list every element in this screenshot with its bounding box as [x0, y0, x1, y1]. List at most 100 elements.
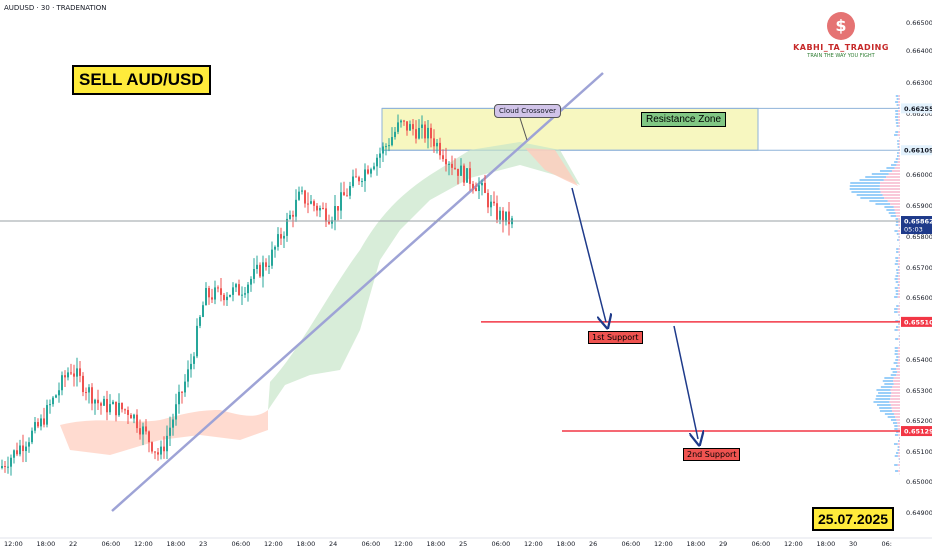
volume-bar-blue — [897, 266, 900, 268]
candle-body — [82, 375, 84, 393]
candle-body — [73, 373, 75, 377]
candle-body — [7, 466, 9, 468]
volume-bar-pink — [899, 107, 900, 109]
volume-bar-blue — [895, 221, 899, 223]
volume-bar-blue — [890, 419, 897, 421]
volume-bar-pink — [899, 284, 900, 286]
candle-body — [142, 426, 144, 435]
volume-bar-pink — [898, 98, 900, 100]
ichimoku-cloud-red — [60, 410, 268, 455]
volume-bar-pink — [898, 431, 900, 433]
price-tag-bg — [901, 316, 932, 327]
candle-body — [322, 207, 324, 209]
candle-body — [313, 201, 315, 206]
candle-body — [400, 120, 402, 123]
candle-body — [187, 369, 189, 382]
candle-body — [349, 186, 351, 196]
volume-bar-blue — [892, 371, 898, 373]
candle-body — [46, 405, 48, 425]
volume-bar-pink — [898, 155, 900, 157]
volume-bar-pink — [893, 380, 900, 382]
volume-bar-blue — [894, 308, 898, 310]
candle-body — [385, 146, 387, 148]
brand-tagline: TRAIN THE WAY YOU FIGHT — [807, 53, 875, 59]
volume-bar-pink — [880, 191, 900, 193]
volume-bar-blue — [890, 368, 897, 370]
volume-bar-pink — [898, 158, 900, 160]
volume-bar-blue — [895, 122, 899, 124]
brand-logo: $ KABHI_TA_TRADING TRAIN THE WAY YOU FIG… — [786, 12, 896, 59]
support1-label: 1st Support — [588, 331, 643, 344]
candle-body — [244, 293, 246, 295]
volume-bar-pink — [898, 101, 900, 103]
x-tick-label: 12:00 — [524, 540, 543, 548]
y-axis-panel — [900, 0, 932, 550]
candle-body — [28, 442, 30, 447]
y-tick-label: 0.65200 — [906, 417, 932, 425]
volume-bar-pink — [883, 179, 900, 181]
volume-bar-pink — [896, 419, 900, 421]
y-tick-label: 0.66200 — [906, 110, 932, 118]
price-tag-bg — [901, 103, 932, 114]
candle-body — [508, 211, 510, 225]
candle-body — [61, 375, 63, 391]
volume-bar-blue — [897, 140, 899, 142]
x-tick-label: 29 — [719, 540, 727, 548]
candle-body — [259, 264, 261, 277]
volume-bar-pink — [898, 239, 900, 241]
price-tag-label: 0.65862 — [904, 218, 932, 226]
candle-body — [1, 466, 3, 469]
volume-bar-pink — [897, 464, 900, 466]
candle-body — [211, 297, 213, 300]
y-tick-label: 0.65000 — [906, 478, 932, 486]
candle-body — [445, 159, 447, 165]
volume-bar-blue — [896, 104, 899, 106]
candle-body — [151, 442, 153, 452]
volume-bar-blue — [896, 365, 899, 367]
volume-bar-blue — [884, 383, 894, 385]
volume-bar-blue — [884, 377, 894, 379]
volume-bar-blue — [894, 347, 898, 349]
volume-bar-blue — [851, 191, 881, 193]
volume-bar-blue — [894, 116, 898, 118]
ichimoku-cloud-future — [525, 148, 578, 186]
x-tick-label: 12:00 — [264, 540, 283, 548]
volume-bar-pink — [891, 410, 900, 412]
volume-bar-pink — [897, 230, 900, 232]
volume-bar-blue — [894, 278, 898, 280]
volume-bar-pink — [893, 377, 900, 379]
volume-bar-pink — [898, 152, 900, 154]
volume-bar-blue — [884, 206, 894, 208]
callout-pointer — [519, 117, 528, 141]
candle-body — [94, 399, 96, 404]
candle-body — [91, 387, 93, 404]
volume-bar-blue — [898, 107, 900, 109]
volume-bar-pink — [898, 275, 900, 277]
candle-body — [85, 392, 87, 394]
volume-bar-blue — [875, 398, 891, 400]
volume-bar-blue — [873, 401, 890, 403]
candle-body — [13, 450, 15, 458]
volume-bar-pink — [897, 425, 900, 427]
candle-body — [466, 168, 468, 183]
volume-bar-pink — [882, 194, 900, 196]
candle-body — [430, 127, 432, 139]
candle-body — [442, 155, 444, 160]
candle-body — [265, 262, 267, 267]
volume-bar-pink — [898, 326, 900, 328]
volume-bar-blue — [895, 320, 899, 322]
volume-bar-blue — [895, 131, 899, 133]
candle-body — [205, 288, 207, 306]
candle-body — [469, 168, 471, 184]
volume-bar-pink — [899, 458, 900, 460]
candle-body — [301, 190, 303, 192]
y-tick-label: 0.65800 — [906, 233, 932, 241]
volume-bar-blue — [897, 239, 899, 241]
candle-body — [406, 121, 408, 131]
price-tag-bg — [901, 145, 932, 156]
candle-body — [391, 137, 393, 146]
volume-bar-pink — [898, 290, 900, 292]
candle-body — [439, 142, 441, 156]
volume-bar-pink — [898, 260, 900, 262]
candle-body — [343, 192, 345, 196]
